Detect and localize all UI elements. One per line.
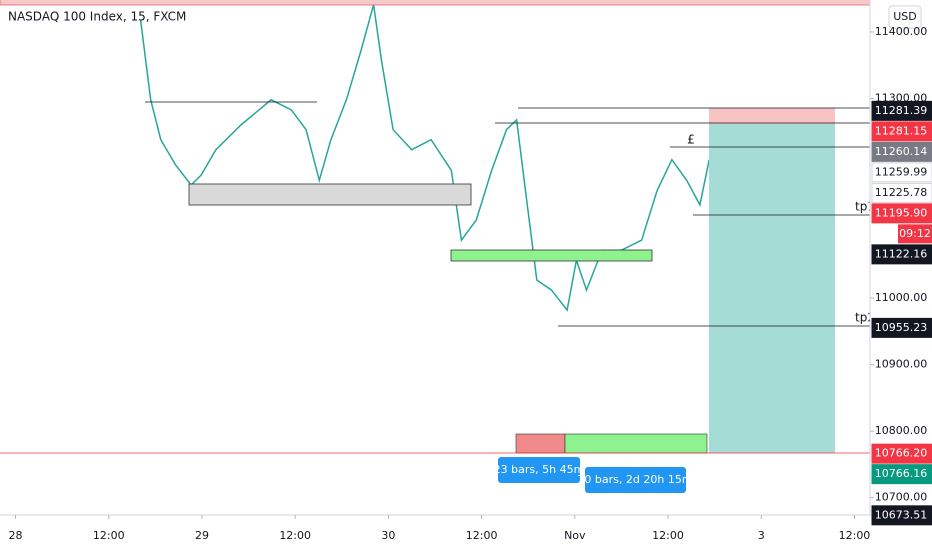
- price-label: 11259.99: [875, 165, 928, 178]
- price-label: 10673.51: [875, 508, 928, 521]
- y-tick-label: 11400.00: [875, 25, 928, 38]
- stop-zone: [709, 108, 835, 124]
- price-label-box: [871, 162, 932, 183]
- x-tick-label: 12:00: [466, 529, 498, 542]
- price-label: 11195.90: [875, 206, 928, 219]
- currency-button[interactable]: [888, 5, 922, 29]
- x-tick-label: 28: [9, 529, 23, 542]
- price-label-box: [871, 141, 932, 162]
- y-tick-label: 10900.00: [875, 358, 928, 371]
- countdown: 09:12: [899, 227, 931, 240]
- price-label-box: [871, 100, 932, 121]
- x-tick-label: 12:00: [93, 529, 125, 542]
- green-zone: [450, 249, 653, 262]
- gray-zone: [188, 183, 472, 206]
- price-label: 11281.15: [875, 124, 928, 137]
- price-label: 10766.20: [875, 447, 928, 460]
- price-label: 10766.16: [875, 467, 928, 480]
- x-tick-label: 3: [758, 529, 765, 542]
- price-label: 11122.16: [875, 247, 928, 260]
- price-label: 10955.23: [875, 321, 928, 334]
- range-long: [564, 433, 708, 454]
- range-short: [515, 433, 566, 454]
- x-tick-label: 12:00: [652, 529, 684, 542]
- price-label-box: [871, 244, 932, 265]
- x-tick-label: 12:00: [279, 529, 311, 542]
- chart-title: NASDAQ 100 Index, 15, FXCM: [8, 10, 186, 24]
- price-label-box: [871, 317, 932, 338]
- target-zone: [709, 124, 835, 453]
- measure-box: [498, 457, 580, 483]
- top-zone: [0, 0, 871, 6]
- price-label: 11260.14: [875, 145, 928, 158]
- price-label: 11225.78: [875, 186, 928, 199]
- measure-label: 23 bars, 5h 45m: [494, 463, 585, 476]
- price-label-box: [871, 182, 932, 203]
- measure-box: [585, 467, 686, 493]
- price-label-box: [871, 203, 932, 224]
- y-tick-label: 11000.00: [875, 291, 928, 304]
- x-tick-label: 30: [381, 529, 395, 542]
- price-label-box: [871, 505, 932, 526]
- price-label: 11281.39: [875, 104, 928, 117]
- x-tick-label: 29: [195, 529, 209, 542]
- countdown-box: [898, 224, 932, 244]
- x-tick-label: 12:00: [839, 529, 871, 542]
- measure-label: 70 bars, 2d 20h 15m: [577, 473, 692, 486]
- price-label-box: [871, 443, 932, 464]
- y-tick-label: 10800.00: [875, 424, 928, 437]
- currency-label[interactable]: USD: [893, 10, 917, 23]
- price-label-box: [871, 121, 932, 142]
- x-tick-label: Nov: [564, 529, 586, 542]
- y-tick-label: 10700.00: [875, 491, 928, 504]
- time-axis: [0, 515, 932, 550]
- pound-label: £: [687, 133, 695, 147]
- price-label-box: [871, 464, 932, 485]
